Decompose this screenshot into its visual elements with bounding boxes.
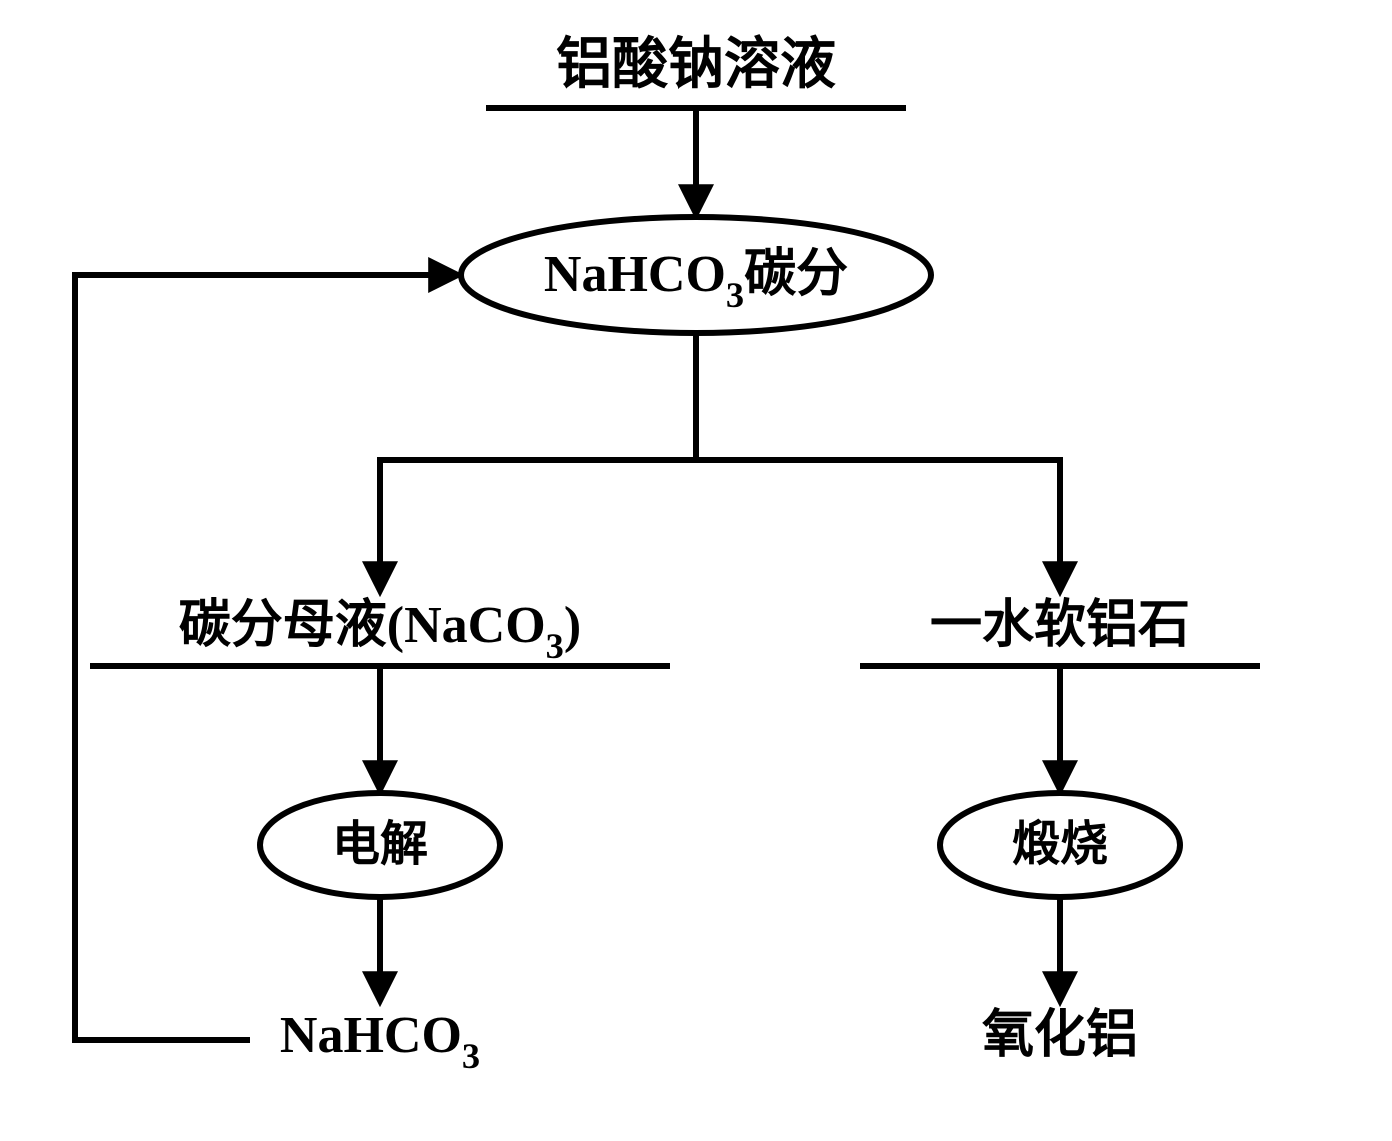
node-calcine-label: 煅烧 — [1012, 818, 1108, 871]
node-al2o3-label: 氧化铝 — [982, 1006, 1138, 1064]
flowchart-canvas: 铝酸钠溶液NaHCO3碳分碳分母液(NaCO3)一水软铝石电解煅烧NaHCO3氧… — [0, 0, 1392, 1141]
node-nahco3-label: NaHCO3 — [280, 1007, 480, 1076]
node-boehmite-label: 一水软铝石 — [930, 596, 1190, 654]
nodes-layer: 铝酸钠溶液NaHCO3碳分碳分母液(NaCO3)一水软铝石电解煅烧NaHCO3氧… — [90, 34, 1260, 1077]
node-mother-label: 碳分母液(NaCO3) — [179, 596, 581, 666]
node-top-label: 铝酸钠溶液 — [556, 34, 836, 96]
node-electro-label: 电解 — [332, 818, 428, 871]
